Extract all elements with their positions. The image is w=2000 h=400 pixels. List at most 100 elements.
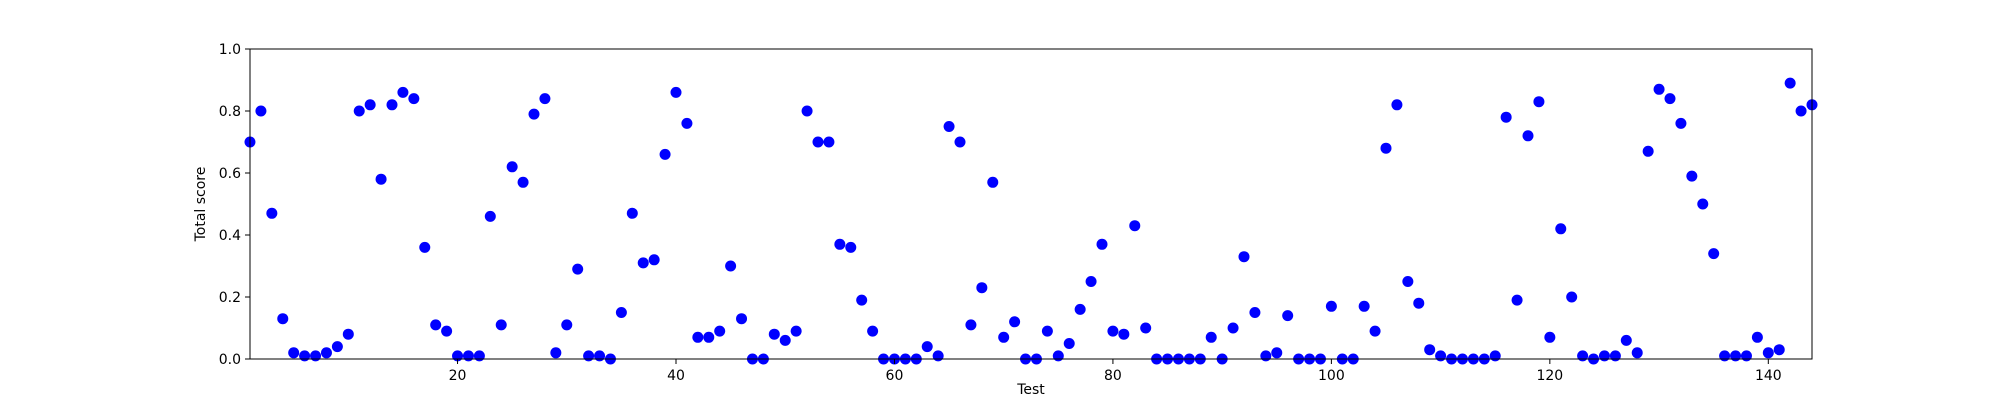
data-point	[1686, 170, 1698, 182]
data-point	[692, 331, 704, 343]
data-point	[965, 319, 977, 331]
data-point	[539, 93, 551, 105]
data-point	[812, 136, 824, 148]
data-point	[856, 294, 868, 306]
data-point	[1533, 96, 1545, 108]
y-tick-label: 0.8	[219, 104, 241, 120]
data-point	[299, 350, 311, 362]
data-point	[484, 210, 496, 222]
data-points	[244, 77, 1818, 365]
data-point	[1598, 350, 1610, 362]
x-axis-label: Test	[1016, 382, 1045, 398]
data-point	[801, 105, 813, 117]
data-point	[1566, 291, 1578, 303]
data-point	[976, 282, 988, 294]
data-point	[473, 350, 485, 362]
x-tick-label: 40	[667, 368, 685, 384]
data-point	[670, 86, 682, 98]
data-point	[1762, 347, 1774, 359]
data-point	[845, 241, 857, 253]
data-point	[1413, 297, 1425, 309]
data-point	[1653, 83, 1665, 95]
y-tick-label: 0.0	[219, 352, 241, 368]
data-point	[408, 93, 420, 105]
data-point	[495, 319, 507, 331]
data-point	[1544, 331, 1556, 343]
data-point	[561, 319, 573, 331]
data-point	[277, 313, 289, 325]
data-point	[714, 325, 726, 337]
data-point	[932, 350, 944, 362]
data-point	[397, 86, 409, 98]
data-point	[1325, 300, 1337, 312]
data-point	[320, 347, 332, 359]
data-point	[1719, 350, 1731, 362]
data-point	[1205, 331, 1217, 343]
data-point	[998, 331, 1010, 343]
data-point	[1577, 350, 1589, 362]
data-point	[1358, 300, 1370, 312]
data-point	[1500, 111, 1512, 123]
data-point	[342, 328, 354, 340]
x-tick-label: 120	[1536, 368, 1563, 384]
data-point	[1664, 93, 1676, 105]
data-point	[1795, 105, 1807, 117]
data-point	[1620, 334, 1632, 346]
data-point	[517, 176, 529, 188]
data-point	[419, 241, 431, 253]
data-point	[867, 325, 879, 337]
data-point	[1489, 350, 1501, 362]
data-point	[1107, 325, 1119, 337]
data-point	[626, 207, 638, 219]
data-point	[1282, 310, 1294, 322]
y-axis-label: Total score	[193, 167, 209, 243]
data-point	[1435, 350, 1447, 362]
data-point	[768, 328, 780, 340]
data-point	[1271, 347, 1283, 359]
data-point	[834, 238, 846, 250]
data-point	[648, 254, 660, 266]
data-point	[1751, 331, 1763, 343]
data-point	[637, 257, 649, 269]
data-point	[943, 121, 955, 132]
data-point	[1063, 338, 1075, 349]
data-point	[266, 207, 278, 219]
data-point	[681, 117, 693, 129]
data-point	[364, 99, 376, 111]
data-point	[1052, 350, 1064, 362]
data-point	[386, 99, 398, 111]
data-point	[1140, 322, 1152, 334]
x-tick-label: 20	[449, 368, 467, 384]
data-point	[1708, 248, 1720, 260]
data-point	[1380, 142, 1392, 154]
data-point	[331, 341, 343, 353]
data-point	[310, 350, 322, 362]
x-tick-label: 80	[1104, 368, 1122, 384]
data-point	[1129, 220, 1141, 232]
data-point	[823, 136, 835, 148]
data-point	[1096, 238, 1108, 250]
x-tick-label: 140	[1755, 368, 1782, 384]
y-axis-ticks: 0.0 0.2 0.4 0.6 0.8 1.0	[219, 42, 250, 368]
data-point	[583, 350, 595, 362]
data-point	[1609, 350, 1621, 362]
data-point	[1227, 322, 1239, 334]
data-point	[1118, 328, 1130, 340]
data-point	[954, 136, 966, 148]
data-point	[430, 319, 442, 331]
data-point	[1773, 344, 1785, 356]
data-point	[1675, 117, 1687, 129]
data-point	[1511, 294, 1523, 306]
x-tick-label: 100	[1318, 368, 1345, 384]
data-point	[528, 108, 540, 120]
data-point	[1009, 316, 1021, 328]
data-point	[441, 325, 453, 337]
data-point	[1074, 303, 1086, 315]
data-point	[462, 350, 474, 362]
data-point	[255, 105, 267, 117]
data-point	[1041, 325, 1053, 337]
data-point	[288, 347, 300, 359]
data-point	[1522, 130, 1534, 142]
data-point	[1784, 77, 1796, 89]
data-point	[659, 148, 671, 160]
